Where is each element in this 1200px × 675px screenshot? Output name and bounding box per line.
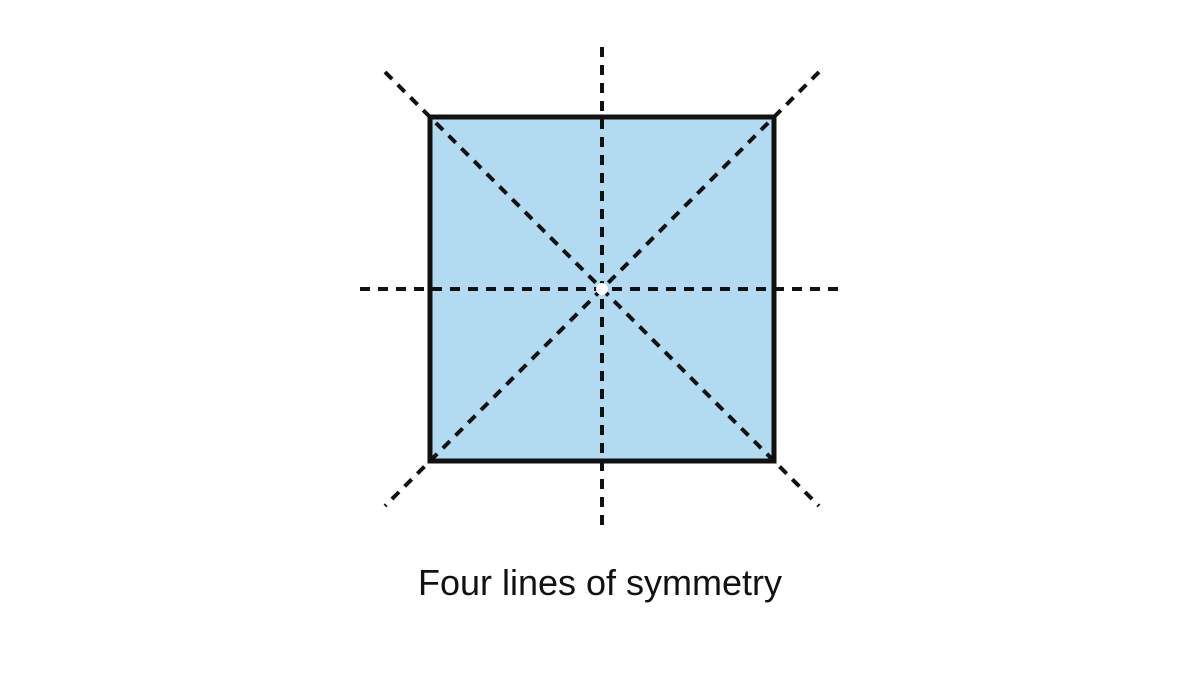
diagram-container: Four lines of symmetry [0,0,1200,675]
caption-text: Four lines of symmetry [0,562,1200,604]
center-gap [596,283,608,295]
